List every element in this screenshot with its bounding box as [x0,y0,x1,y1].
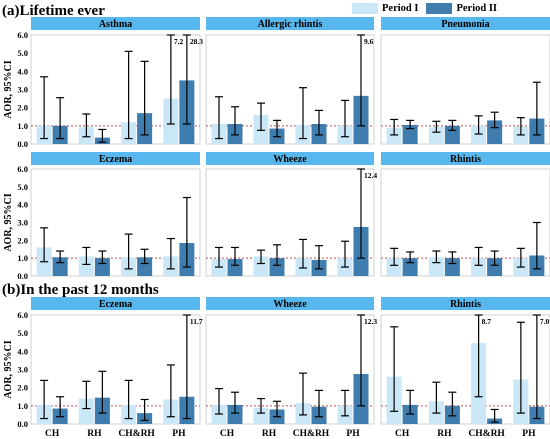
panel-header-bg-2 [381,17,550,30]
data-label-period-2-4-3: 12.4 [364,171,377,180]
legend-item-period-2: Period II [426,3,497,14]
bar-period-2-5-1 [444,258,460,276]
bar-period-2-4-1 [269,258,285,276]
data-label-period-2-6-3: 11.7 [190,317,203,326]
bar-period-1-5-0 [386,258,402,276]
bar-period-1-2-0 [386,127,402,144]
data-label-period-2-1-3: 9.6 [364,37,374,46]
bar-period-1-7-1 [253,407,269,424]
y-tick-label-0-3: 3.0 [17,85,28,95]
section-title-lifetime: (a)Lifetime ever [2,3,105,19]
panel-header-bg-6 [31,297,200,310]
panel-header-bg-7 [206,297,374,310]
bar-period-2-7-0 [227,404,243,424]
y-tick-label-0-0: 0.0 [17,139,28,149]
panel-title-7: Wheeze [273,299,307,310]
legend-item-period-1: Period I [352,3,418,14]
bar-period-2-2-0 [402,124,418,144]
y-tick-label-3-4: 4.0 [17,200,28,210]
y-tick-label-3-6: 6.0 [17,164,28,174]
bar-period-1-5-1 [428,257,444,276]
panel-title-8: Rhintis [450,299,481,310]
panel-header-bg-4 [206,152,374,165]
panel-header-bg-1 [206,17,374,30]
bar-period-2-3-2 [137,257,153,276]
panel-header-bg-0 [31,17,200,30]
data-label-period-1-8-2: 8.7 [482,317,492,326]
y-tick-label-3-5: 5.0 [17,182,28,192]
bar-period-1-6-1 [78,398,94,424]
y-tick-label-0-2: 2.0 [17,103,28,113]
y-tick-label-6-0: 0.0 [17,419,28,429]
x-tick-label-6-1: RH [87,429,102,439]
y-tick-label-3-2: 2.0 [17,235,28,245]
section-title-past-12-months: (b)In the past 12 months [2,282,159,298]
y-axis-label-row-1: AOR, 95%CI [3,193,14,251]
data-label-period-2-8-3: 7.0 [540,317,550,326]
panel-title-5: Rhintis [450,154,481,165]
bar-period-2-4-0 [227,259,243,276]
bar-period-1-2-1 [428,126,444,144]
panel-title-3: Eczema [99,154,132,165]
y-tick-label-6-1: 1.0 [17,401,28,411]
y-tick-label-3-0: 0.0 [17,271,28,281]
legend-swatch-period-1 [352,3,378,14]
y-tick-label-0-6: 6.0 [17,30,28,40]
y-tick-label-6-6: 6.0 [17,310,28,320]
y-tick-label-3-1: 1.0 [17,253,28,263]
y-tick-label-3-3: 3.0 [17,218,28,228]
data-label-period-2-7-3: 12.3 [364,317,377,326]
panel-header-bg-3 [31,152,200,165]
panel-header-bg-8 [381,297,550,310]
y-tick-label-0-4: 4.0 [17,66,28,76]
y-tick-label-0-5: 5.0 [17,48,28,58]
x-tick-label-7-1: RH [262,429,277,439]
bar-period-2-3-1 [94,258,110,276]
panel-title-4: Wheeze [273,154,307,165]
panel-header-bg-5 [381,152,550,165]
x-tick-label-7-3: PH [346,429,360,439]
x-tick-label-8-0: CH [395,429,410,439]
x-tick-label-6-0: CH [45,429,60,439]
y-tick-label-6-3: 3.0 [17,365,28,375]
bar-period-1-3-1 [78,256,94,276]
bar-period-2-3-0 [52,257,68,276]
y-tick-label-6-4: 4.0 [17,346,28,356]
x-tick-label-7-2: CH&RH [293,429,330,439]
chart-legend: Period I Period II [352,3,505,14]
bar-period-2-2-2 [487,120,503,144]
panel-title-0: Asthma [99,19,132,30]
bar-period-1-4-1 [253,256,269,276]
x-tick-label-6-2: CH&RH [118,429,155,439]
x-tick-label-8-2: CH&RH [468,429,505,439]
panel-title-1: Allergic rhintis [258,19,323,30]
bar-period-1-5-2 [471,258,487,276]
y-axis-label-row-2: AOR, 95%CI [3,340,14,398]
x-tick-label-6-3: PH [172,429,186,439]
x-tick-label-8-3: PH [522,429,536,439]
data-label-period-2-0-3: 28.3 [190,37,203,46]
x-tick-label-8-1: RH [437,429,452,439]
legend-swatch-period-2 [426,3,453,14]
legend-label-period-2: Period II [456,3,497,14]
bar-period-2-5-2 [487,258,503,276]
x-tick-label-7-0: CH [220,429,235,439]
bar-period-1-2-2 [471,125,487,144]
panel-title-6: Eczema [99,299,132,310]
legend-label-period-1: Period I [382,3,419,14]
y-tick-label-6-5: 5.0 [17,328,28,338]
panel-title-2: Pneumonia [441,19,489,30]
y-axis-label-row-0: AOR, 95%CI [3,60,14,118]
y-tick-label-0-1: 1.0 [17,121,28,131]
y-tick-label-6-2: 2.0 [17,383,28,393]
data-label-period-1-0-3: 7.2 [174,37,184,46]
